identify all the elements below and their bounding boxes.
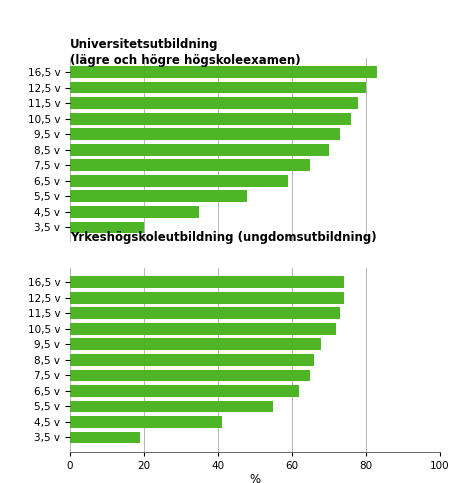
- Bar: [70, 369, 310, 381]
- Bar: [70, 276, 344, 288]
- Bar: [70, 98, 359, 109]
- Bar: [70, 66, 377, 78]
- Text: Universitetsutbildning: Universitetsutbildning: [70, 38, 218, 51]
- Bar: [70, 190, 248, 202]
- Bar: [70, 82, 366, 94]
- Bar: [70, 416, 221, 428]
- Bar: [70, 339, 322, 350]
- Bar: [70, 354, 314, 366]
- Bar: [70, 323, 336, 335]
- Bar: [70, 385, 299, 397]
- Bar: [70, 206, 199, 218]
- Bar: [70, 113, 351, 125]
- Bar: [70, 159, 310, 171]
- Bar: [70, 144, 329, 156]
- Bar: [70, 400, 273, 412]
- Bar: [70, 222, 144, 233]
- X-axis label: %: %: [249, 473, 260, 483]
- Bar: [70, 308, 340, 319]
- Bar: [70, 292, 344, 304]
- Bar: [70, 128, 340, 140]
- Bar: [70, 175, 288, 186]
- Text: Yrkeshögskoleutbildning (ungdomsutbildning): Yrkeshögskoleutbildning (ungdomsutbildni…: [70, 231, 377, 244]
- Bar: [70, 432, 140, 443]
- Text: (lägre och högre högskoleexamen): (lägre och högre högskoleexamen): [70, 54, 300, 67]
